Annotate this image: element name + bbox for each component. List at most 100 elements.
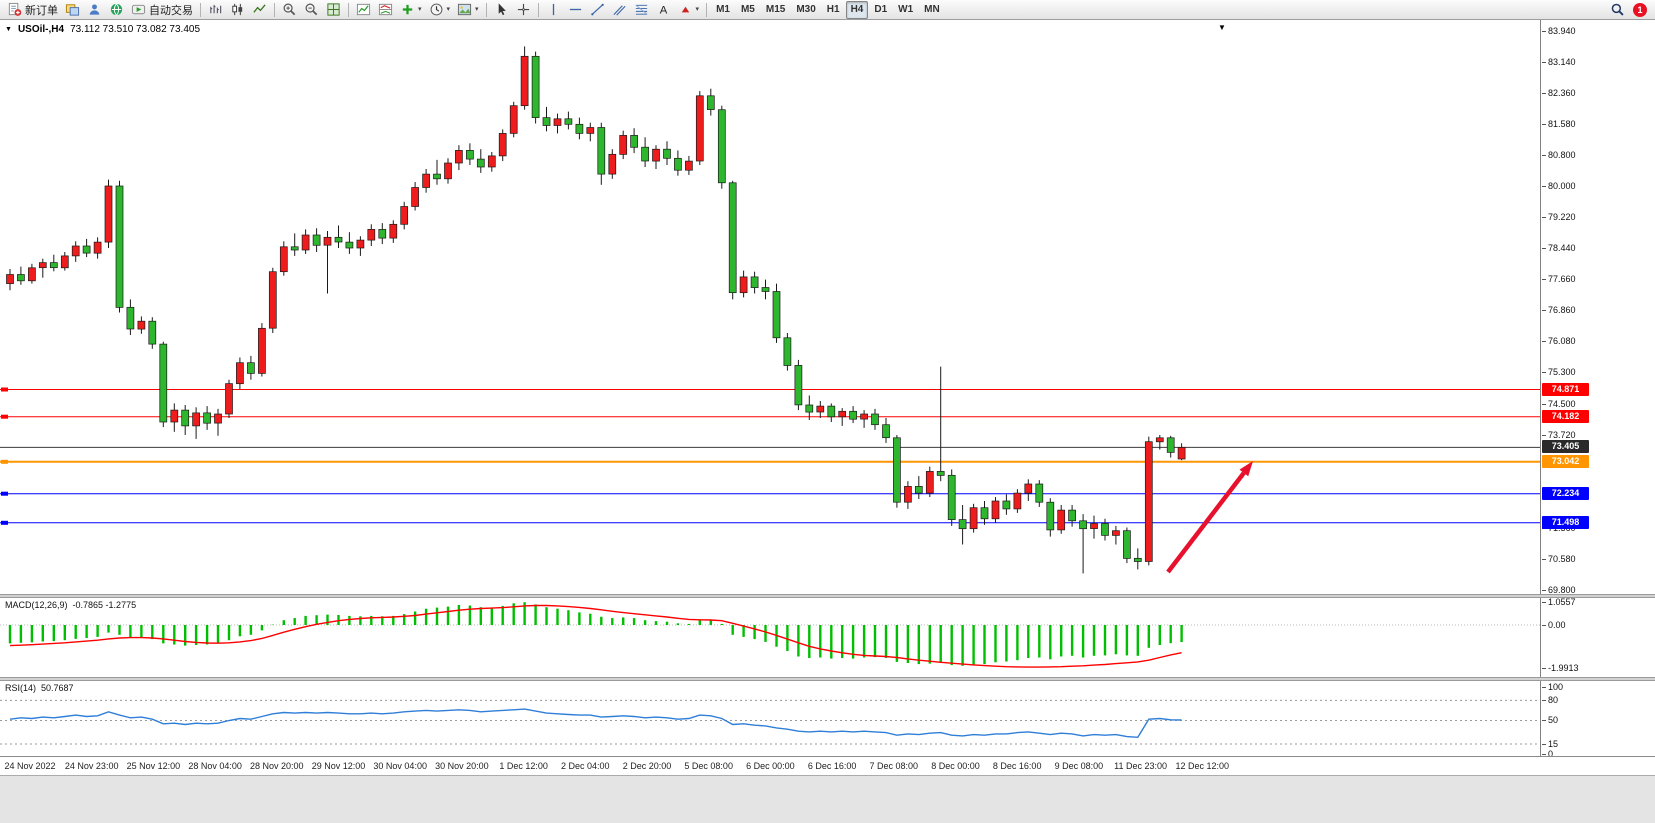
time-axis-label: 2 Dec 04:00 — [561, 761, 610, 771]
cursor-tool-button[interactable] — [491, 1, 512, 19]
indicators-icon — [356, 3, 371, 16]
price-tick-label: 76.080 — [1542, 337, 1576, 346]
time-axis-label: 25 Nov 12:00 — [126, 761, 181, 771]
trendline-tool-button[interactable] — [587, 1, 608, 19]
timeframe-m15-button[interactable]: M15 — [761, 1, 790, 19]
timeframe-w1-button[interactable]: W1 — [893, 1, 918, 19]
price-scale[interactable]: 83.940 83.140 82.360 81.580 80.800 80.000 79.2… — [1541, 20, 1655, 758]
templates-button[interactable]: ▾ — [454, 1, 482, 19]
time-axis-label: 6 Dec 00:00 — [746, 761, 795, 771]
price-tick-label: 80.800 — [1542, 150, 1576, 160]
time-axis-label: 1 Dec 12:00 — [499, 761, 548, 771]
add-indicator-button[interactable]: ▾ — [397, 1, 425, 19]
macd-tick-label: -1.9913 — [1542, 663, 1579, 673]
timeframe-mn-button[interactable]: MN — [919, 1, 945, 19]
price-line-badge: 74.871 — [1542, 382, 1589, 396]
chart-menu-arrow-icon[interactable]: ▼ — [1218, 23, 1226, 32]
community-button[interactable] — [106, 1, 127, 19]
chart-windows-button[interactable] — [62, 1, 83, 19]
tile-windows-button[interactable] — [323, 1, 344, 19]
timeframe-d1-button[interactable]: D1 — [869, 1, 892, 19]
horizontal-line-tool-button[interactable] — [565, 1, 586, 19]
timeframe-h4-button[interactable]: H4 — [845, 0, 869, 19]
periods-button[interactable]: ▾ — [426, 1, 454, 19]
toolbar-separator — [348, 2, 349, 17]
indicators-button[interactable] — [353, 1, 374, 19]
vertical-line-tool-button[interactable] — [543, 1, 564, 19]
price-tick-label: 76.860 — [1542, 306, 1576, 315]
line-chart-icon — [253, 4, 266, 13]
arrow-shape-icon — [681, 6, 689, 13]
zoom-in-icon — [283, 3, 296, 16]
svg-text:A: A — [659, 5, 667, 17]
zoom-out-button[interactable] — [301, 1, 322, 19]
bar-chart-type-button[interactable] — [205, 1, 226, 19]
auto-trading-button[interactable]: 自动交易 — [128, 1, 196, 19]
equidistant-channel-icon — [613, 5, 626, 16]
candlestick-chart-type-button[interactable] — [227, 1, 248, 19]
notification-badge[interactable]: 1 — [1633, 2, 1647, 17]
price-tick-label: 82.360 — [1542, 89, 1576, 98]
time-axis-label: 11 Dec 23:00 — [1114, 761, 1168, 771]
price-tick-label: 75.300 — [1542, 368, 1576, 377]
price-line-badge: 73.405 — [1542, 440, 1589, 454]
macd-values: -0.7865 -1.2775 — [72, 600, 137, 610]
time-axis-label: 5 Dec 08:00 — [684, 761, 733, 771]
auto-trading-label: 自动交易 — [149, 4, 193, 17]
price-tick-label: 70.580 — [1542, 554, 1576, 564]
community-icon — [110, 3, 123, 16]
new-order-label: 新订单 — [25, 4, 58, 17]
price-tick-label: 74.500 — [1542, 399, 1576, 409]
symbol-expand-icon[interactable]: ▼ — [5, 26, 12, 33]
time-axis-label: 24 Nov 23:00 — [64, 761, 119, 771]
toolbar-separator — [274, 2, 275, 17]
price-tick-label: 77.660 — [1542, 274, 1576, 284]
arrows-tool-button[interactable]: ▾ — [675, 1, 703, 19]
price-tick-label: 73.720 — [1542, 430, 1576, 440]
time-axis-label: 6 Dec 16:00 — [807, 761, 857, 771]
new-order-icon — [8, 2, 22, 16]
macd-indicator-panel[interactable] — [0, 598, 1540, 677]
price-tick-label: 81.580 — [1542, 119, 1576, 129]
time-axis-label: 12 Dec 12:00 — [1175, 761, 1230, 771]
price-scale-border — [1540, 20, 1541, 756]
crosshair-icon — [517, 3, 529, 16]
crosshair-tool-button[interactable] — [513, 1, 534, 19]
dropdown-caret-icon: ▾ — [475, 5, 479, 13]
price-tick-label: 69.800 — [1542, 585, 1576, 595]
dropdown-caret-icon: ▾ — [418, 5, 422, 13]
chart-windows-icon — [65, 4, 80, 16]
horizontal-line-icon — [569, 8, 581, 11]
panel-divider-macd[interactable] — [0, 594, 1655, 598]
timeframe-m30-button[interactable]: M30 — [791, 1, 820, 19]
template-icon — [457, 3, 472, 16]
indicator-windows-button[interactable] — [375, 1, 396, 19]
candlestick-chart-icon — [232, 3, 243, 16]
trendline-icon — [590, 3, 604, 16]
time-scale[interactable]: 24 Nov 2022 24 Nov 23:00 25 Nov 12:00 28 No… — [0, 756, 1655, 775]
time-axis-label: 9 Dec 08:00 — [1054, 761, 1104, 771]
main-price-chart[interactable] — [0, 20, 1540, 594]
fibonacci-tool-button[interactable] — [631, 1, 652, 19]
text-tool-button[interactable]: A — [653, 1, 674, 19]
zoom-out-icon — [305, 3, 318, 16]
rsi-indicator-panel[interactable] — [0, 681, 1540, 756]
search-icon — [1611, 3, 1624, 16]
timeframe-m1-button[interactable]: M1 — [711, 1, 735, 19]
profile-button[interactable] — [84, 1, 105, 19]
channel-tool-button[interactable] — [609, 1, 630, 19]
timeframe-m5-button[interactable]: M5 — [736, 1, 760, 19]
line-chart-type-button[interactable] — [249, 1, 270, 19]
text-icon: A — [659, 5, 667, 17]
price-tick-label: 83.140 — [1542, 58, 1576, 67]
timeframe-h1-button[interactable]: H1 — [822, 1, 845, 19]
search-button[interactable] — [1607, 1, 1628, 19]
time-axis-label: 8 Dec 00:00 — [931, 761, 980, 771]
zoom-in-button[interactable] — [279, 1, 300, 19]
time-axis-label: 29 Nov 12:00 — [311, 761, 366, 771]
panel-divider-rsi[interactable] — [0, 677, 1655, 681]
rsi-tick-label: 50 — [1542, 716, 1558, 725]
price-line-badge: 71.498 — [1542, 515, 1589, 529]
indicator-windows-icon — [378, 3, 393, 16]
new-order-button[interactable]: 新订单 — [4, 1, 61, 19]
